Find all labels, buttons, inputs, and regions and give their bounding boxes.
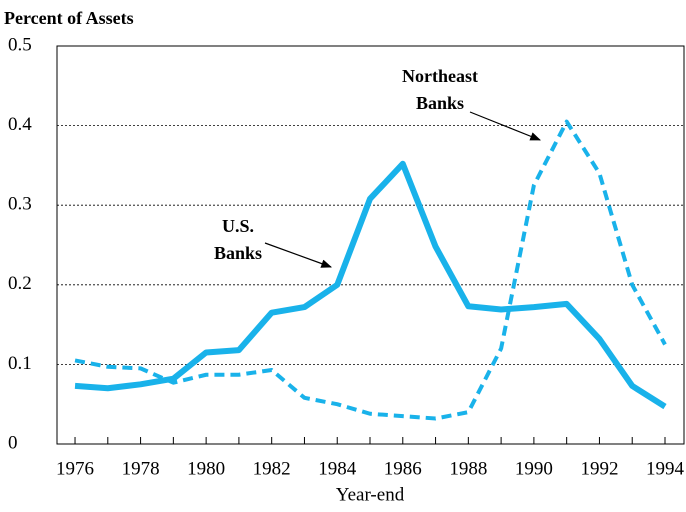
x-tick-label: 1986 bbox=[384, 458, 422, 479]
x-tick-label: 1976 bbox=[56, 458, 94, 479]
annotation: Banks bbox=[416, 93, 464, 113]
x-tick-label: 1988 bbox=[449, 458, 487, 479]
x-tick-label: 1992 bbox=[580, 458, 618, 479]
annotation: Banks bbox=[214, 243, 262, 263]
x-axis-label: Year-end bbox=[336, 484, 405, 505]
annotation: U.S. bbox=[222, 216, 254, 236]
y-tick-label: 0.4 bbox=[8, 114, 32, 135]
x-tick-label: 1980 bbox=[187, 458, 225, 479]
y-tick-label: 0.1 bbox=[8, 353, 32, 374]
line bbox=[74, 119, 667, 421]
x-tick-label: 1990 bbox=[515, 458, 553, 479]
annotation: Northeast bbox=[402, 66, 478, 86]
x-tick-label: 1994 bbox=[646, 458, 685, 479]
arrow bbox=[264, 242, 333, 268]
y-axis-label: Percent of Assets bbox=[4, 8, 134, 28]
y-tick-label: 0.2 bbox=[8, 273, 32, 294]
line bbox=[74, 160, 667, 410]
y-tick-label: 0 bbox=[8, 432, 18, 453]
y-tick-label: 0.5 bbox=[8, 34, 32, 55]
y-tick-label: 0.3 bbox=[8, 194, 32, 215]
x-tick-label: 1982 bbox=[253, 458, 291, 479]
x-tick-label: 1978 bbox=[122, 458, 160, 479]
x-tick-label: 1984 bbox=[318, 458, 357, 479]
